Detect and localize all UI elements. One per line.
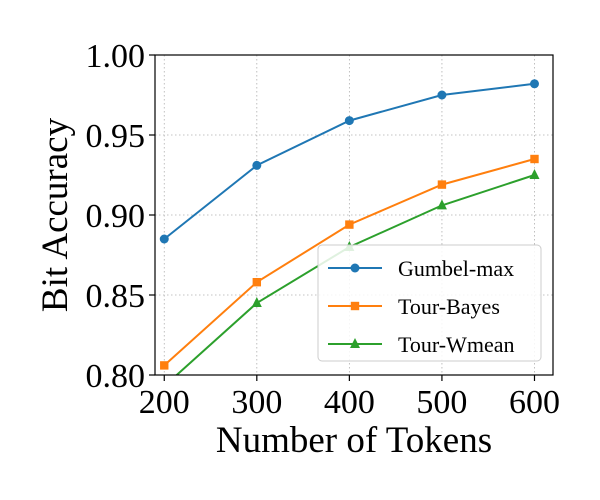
legend-item-tour-bayes: Tour-Bayes <box>328 294 500 319</box>
legend-box <box>317 244 542 362</box>
series-group <box>159 79 540 375</box>
legend-label: Tour-Wmean <box>398 332 515 357</box>
legend-label: Gumbel-max <box>398 256 514 281</box>
data-point-tour-bayes <box>345 220 354 229</box>
legend: Gumbel-max Tour-Bayes Tour-Wmean <box>317 244 542 362</box>
y-axis-label: Bit Accuracy <box>35 117 76 312</box>
legend-label: Tour-Bayes <box>398 294 500 319</box>
y-tick-label: 0.90 <box>86 198 146 235</box>
data-point-tour-bayes <box>160 361 169 370</box>
data-point-gumbel-max <box>344 116 354 126</box>
data-point-tour-bayes <box>530 154 539 164</box>
series-tour-bayes <box>160 154 539 370</box>
data-point-tour-wmean <box>251 297 262 307</box>
y-tick-label: 0.95 <box>86 118 146 155</box>
data-point-gumbel-max <box>159 234 169 244</box>
x-tick-label: 200 <box>139 384 190 421</box>
series-gumbel-max <box>159 79 539 244</box>
x-tick-label: 300 <box>231 384 282 421</box>
x-tick-label: 400 <box>324 384 375 421</box>
data-point-tour-wmean <box>529 169 540 179</box>
legend-item-gumbel-max: Gumbel-max <box>328 256 514 281</box>
data-point-tour-bayes <box>437 180 447 189</box>
grid <box>155 54 553 376</box>
x-tick-label: 500 <box>416 384 467 421</box>
y-tick-label: 1.00 <box>86 38 146 75</box>
x-axis-label: Number of Tokens <box>216 420 492 461</box>
data-point-tour-wmean <box>436 199 447 210</box>
axis-ticks: 200 300 400 500 600 0.80 0.85 0.90 0.95 1.00 <box>86 38 560 421</box>
y-tick-label: 0.80 <box>86 358 146 395</box>
data-point-gumbel-max <box>252 160 262 170</box>
legend-item-tour-wmean: Tour-Wmean <box>328 332 515 357</box>
data-point-gumbel-max <box>437 90 447 100</box>
x-tick-label: 600 <box>509 384 560 421</box>
legend-marker <box>350 301 360 311</box>
data-point-tour-bayes <box>252 278 262 287</box>
legend-marker <box>350 263 360 273</box>
y-tick-label: 0.85 <box>86 278 146 315</box>
data-point-gumbel-max <box>529 79 539 89</box>
legend-marker <box>350 338 360 348</box>
